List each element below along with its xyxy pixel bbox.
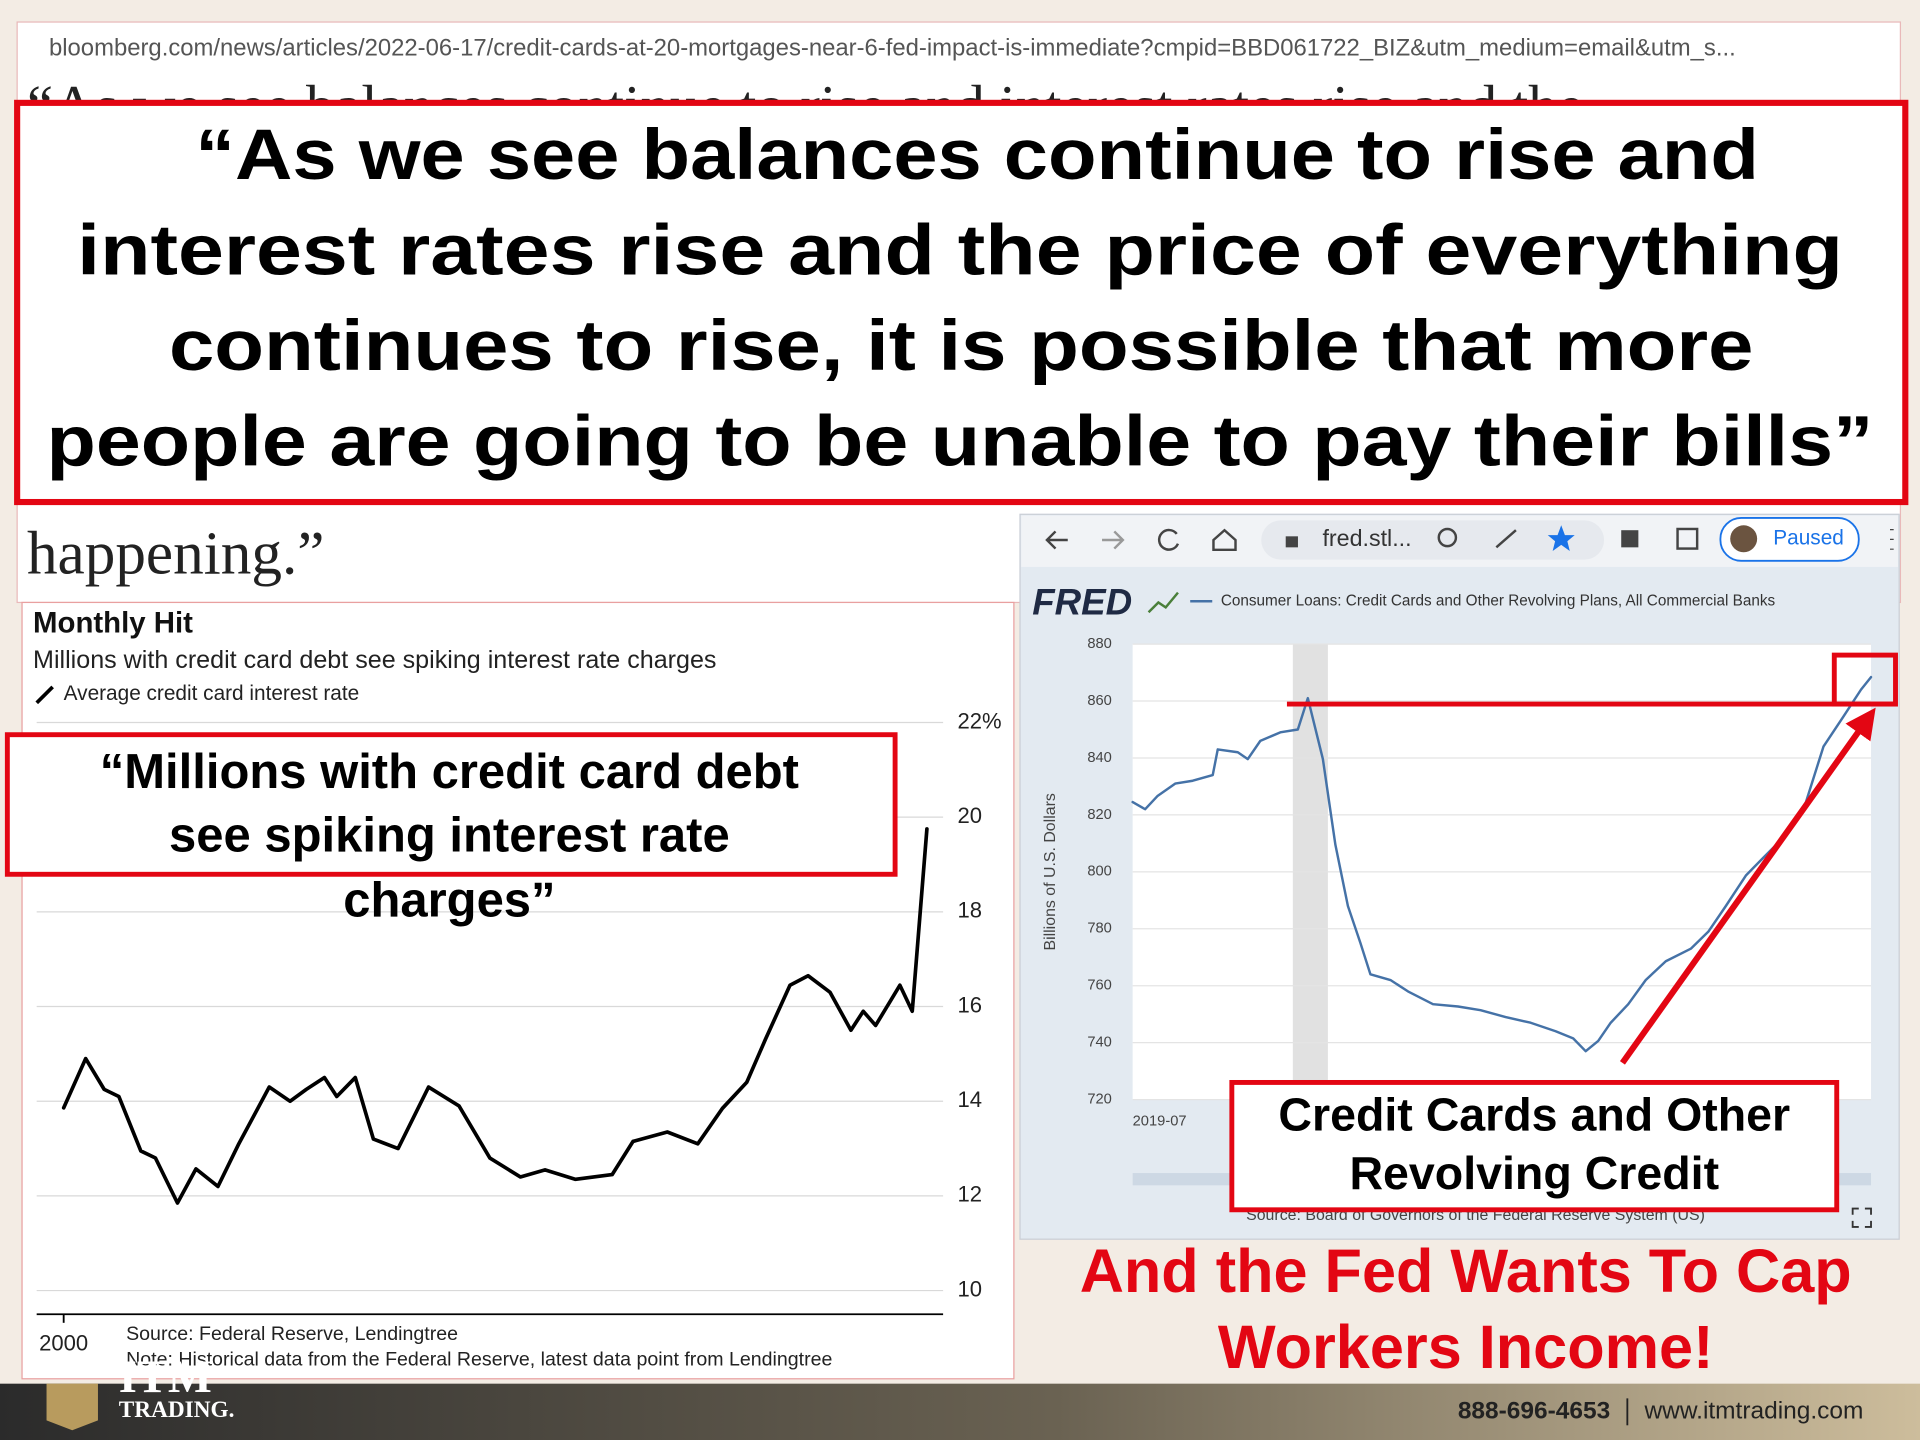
callout-line: “Millions with credit card debt: [100, 745, 799, 799]
y-tick-label: 20: [958, 803, 983, 828]
chart-note: Note: Historical data from the Federal R…: [126, 1349, 832, 1371]
y-tick-label: 18: [958, 898, 983, 923]
footer-logo-bottom: TRADING.: [119, 1397, 235, 1423]
quote-line: people are going to be unable to pay the…: [47, 403, 1874, 482]
fred-logo-mark: [1147, 591, 1179, 614]
quote-box: [14, 99, 1909, 506]
fullscreen-icon[interactable]: [1851, 1207, 1872, 1228]
share-icon[interactable]: [1495, 529, 1517, 549]
chart-title: Monthly Hit: [33, 606, 193, 639]
y-axis-label: Billions of U.S. Dollars: [1042, 793, 1059, 950]
footer-logo-mark: [46, 1383, 98, 1431]
y-tick-label: 800: [1087, 864, 1112, 880]
zoom-icon[interactable]: [1437, 527, 1458, 548]
chart-plot: 10 12 14 16 18 20 22% 2000: [36, 708, 1002, 1356]
y-tick-label: 14: [958, 1087, 983, 1112]
forward-icon: [1102, 530, 1125, 550]
back-icon: [1045, 530, 1068, 550]
article-url: bloomberg.com/news/articles/2022-06-17/c…: [49, 34, 1736, 61]
footer-logo-top: ITM: [119, 1352, 212, 1403]
address-text[interactable]: fred.stl...: [1322, 525, 1411, 551]
y-tick-label: 740: [1087, 1035, 1112, 1051]
chart-plot: 720 740 760 780 800 820 840 860 880 2019-07: [1087, 636, 1873, 1130]
profile-status[interactable]: Paused: [1773, 526, 1844, 549]
bookmark-icon[interactable]: [1547, 525, 1575, 552]
callout-line: Credit Cards and Other: [1278, 1088, 1790, 1140]
annotation-arrow: [1619, 707, 1876, 1065]
footer-website[interactable]: www.itmtrading.com: [1643, 1397, 1863, 1424]
quote-line: interest rates rise and the price of eve…: [77, 212, 1843, 291]
fred-logo: FRED: [1032, 582, 1132, 623]
article-text-behind: “As we see balances continue to rise and…: [27, 74, 1584, 139]
headline-line: Workers Income!: [1218, 1313, 1714, 1381]
y-tick-label: 10: [958, 1276, 983, 1301]
callout-line: Revolving Credit: [1349, 1147, 1719, 1199]
x-tick-label: 2000: [39, 1331, 88, 1356]
y-tick-label: 720: [1087, 1091, 1112, 1107]
data-line: [1131, 675, 1873, 1053]
article-text: happening.”: [27, 520, 324, 588]
chart-source: Source: Federal Reserve, Lendingtree: [126, 1323, 458, 1345]
chart-subtitle: Millions with credit card debt see spiki…: [33, 646, 716, 674]
y-tick-label: 16: [958, 992, 983, 1017]
extensions-icon[interactable]: [1621, 530, 1639, 548]
lock-icon: [1285, 536, 1298, 548]
y-tick-label: 12: [958, 1182, 983, 1207]
data-line: [61, 827, 929, 1205]
home-icon: [1212, 528, 1237, 552]
legend-label: Average credit card interest rate: [64, 682, 360, 705]
callout-box: [1229, 1080, 1840, 1213]
annotation-box: [1831, 652, 1898, 707]
address-bar[interactable]: [1261, 520, 1605, 560]
x-tick-label: 2019-07: [1133, 1114, 1187, 1130]
footer-bar: [0, 1383, 1920, 1440]
reload-icon: [1158, 528, 1180, 551]
callout-line: charges”: [343, 874, 555, 928]
y-tick-label: 760: [1087, 978, 1112, 994]
quote-line: continues to rise, it is possible that m…: [169, 307, 1753, 386]
sidepanel-icon[interactable]: [1676, 527, 1699, 550]
headline-line: And the Fed Wants To Cap: [1080, 1237, 1852, 1305]
y-tick-label: 880: [1087, 636, 1112, 652]
y-tick-label: 820: [1087, 807, 1112, 823]
legend-label: Consumer Loans: Credit Cards and Other R…: [1221, 592, 1776, 609]
profile-button[interactable]: [1719, 517, 1860, 562]
footer-phone: 888-696-4653: [1458, 1397, 1610, 1424]
y-tick-label: 22%: [958, 708, 1002, 733]
profile-avatar: [1730, 525, 1758, 553]
y-tick-label: 780: [1087, 921, 1112, 937]
quote-line: “As we see balances continue to rise and: [195, 116, 1759, 195]
y-tick-label: 860: [1087, 693, 1112, 709]
callout-box: [4, 732, 898, 877]
callout-line: see spiking interest rate: [169, 809, 730, 863]
y-tick-label: 840: [1087, 750, 1112, 766]
chart-panel: [21, 601, 1015, 1380]
legend-swatch: [35, 685, 54, 705]
